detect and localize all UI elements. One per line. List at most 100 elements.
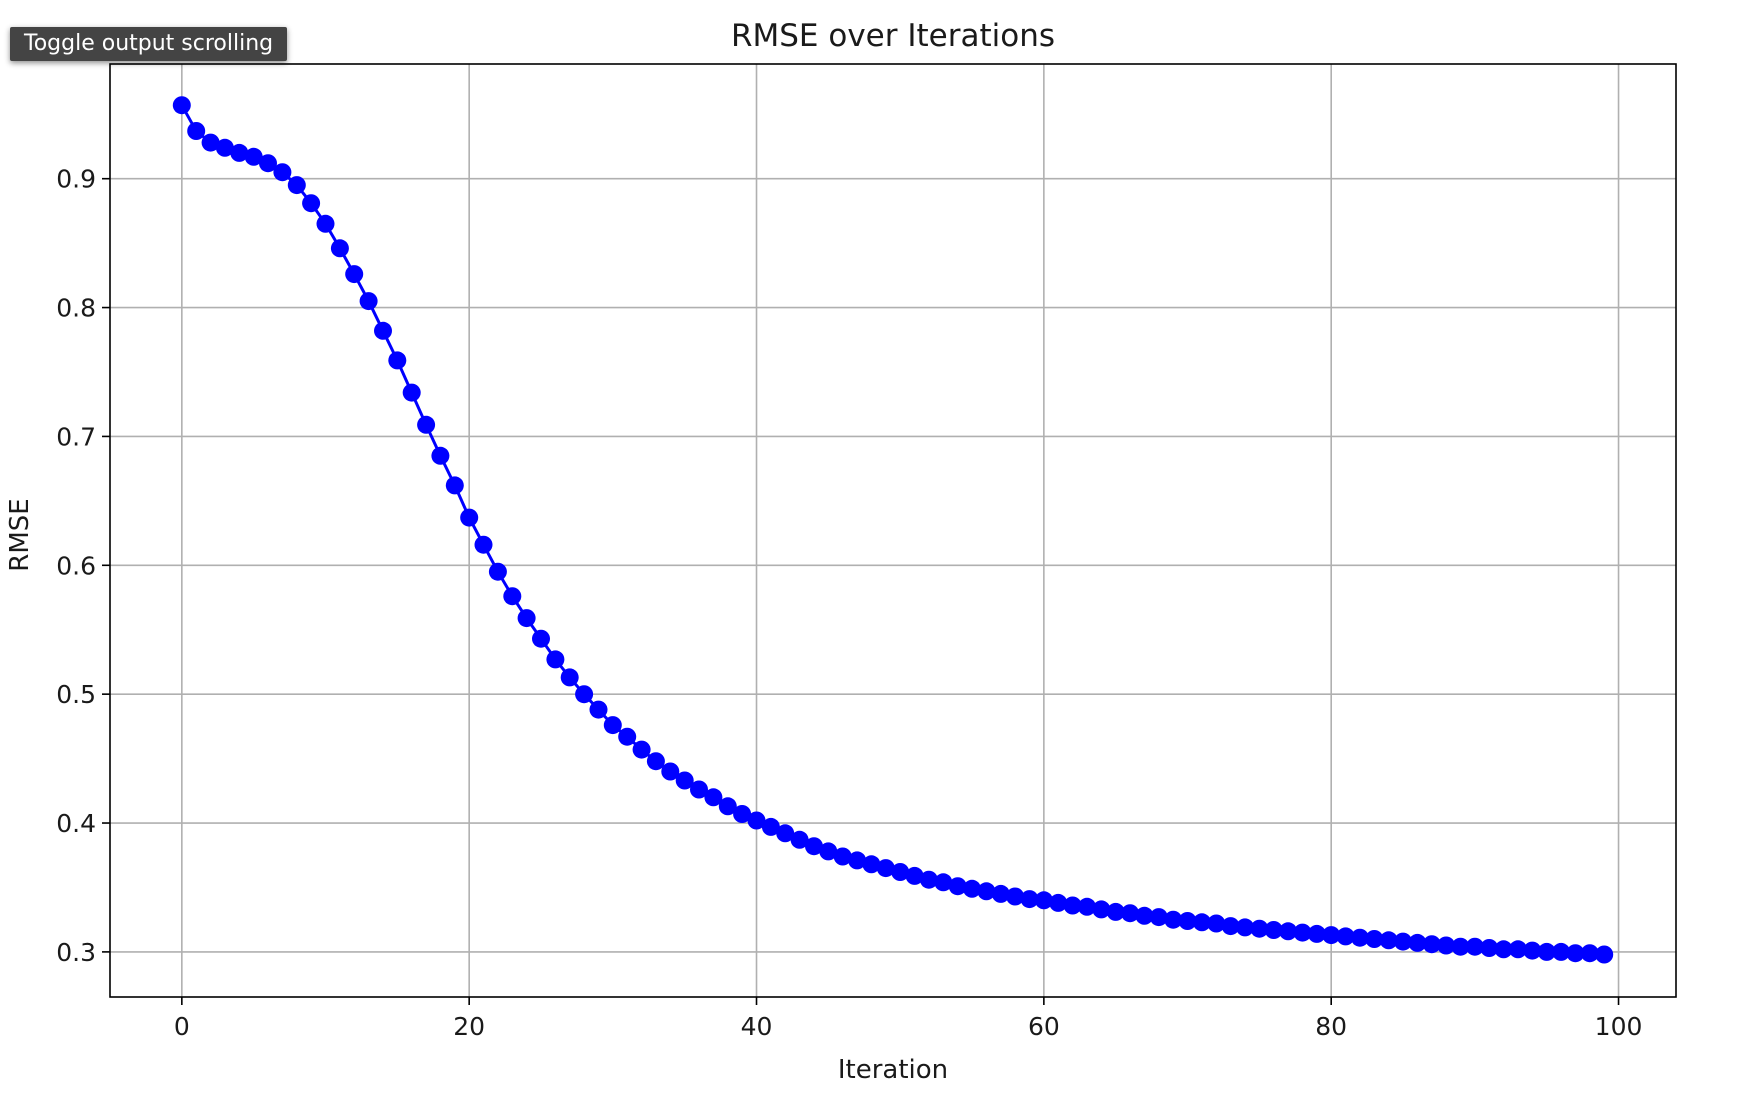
data-point	[1135, 906, 1154, 925]
data-point	[661, 762, 680, 781]
data-point	[417, 415, 436, 434]
data-point	[1509, 940, 1527, 959]
data-point	[1465, 937, 1484, 956]
data-point	[302, 194, 321, 213]
data-point	[546, 650, 565, 669]
data-point	[1523, 941, 1542, 960]
data-point	[259, 154, 277, 173]
data-point	[1422, 935, 1441, 954]
toggle-output-scrolling-tooltip[interactable]: Toggle output scrolling	[10, 27, 288, 61]
data-point	[388, 351, 407, 370]
data-point	[891, 863, 910, 881]
data-point	[1451, 937, 1470, 956]
data-point	[187, 122, 206, 140]
data-point	[1537, 942, 1556, 961]
data-point	[1365, 930, 1384, 948]
y-tick-label: 0.3	[56, 938, 96, 967]
data-point	[1078, 897, 1096, 916]
data-point	[690, 780, 708, 799]
y-tick-label: 0.6	[56, 551, 96, 580]
data-point	[963, 879, 981, 898]
data-point	[1408, 933, 1427, 952]
data-point	[1207, 914, 1226, 933]
data-point	[1595, 945, 1614, 964]
data-point	[790, 830, 809, 849]
data-point	[704, 788, 723, 807]
data-point	[503, 587, 522, 606]
data-point	[244, 147, 263, 166]
data-point	[1121, 904, 1140, 923]
y-tick-label: 0.9	[56, 165, 96, 194]
data-point	[230, 143, 249, 162]
data-point	[345, 265, 364, 284]
data-point	[603, 716, 622, 735]
data-point	[977, 882, 996, 901]
data-point	[560, 668, 579, 687]
data-point	[1279, 922, 1298, 941]
data-point	[201, 133, 220, 152]
data-point	[1063, 896, 1082, 915]
data-point	[1020, 890, 1039, 909]
y-tick-label: 0.8	[56, 294, 96, 323]
data-point	[1049, 893, 1068, 912]
data-point	[1250, 919, 1269, 938]
data-point	[1164, 910, 1183, 929]
data-point	[1106, 902, 1125, 921]
data-point	[733, 805, 752, 823]
series-line	[180, 104, 1605, 956]
gridlines	[110, 64, 1676, 997]
data-point	[1178, 912, 1197, 930]
data-point	[460, 508, 479, 527]
data-point	[1092, 900, 1111, 919]
data-point	[575, 685, 594, 704]
data-point	[848, 851, 867, 870]
data-point	[330, 239, 349, 258]
data-point	[632, 740, 651, 759]
data-point	[1437, 936, 1456, 955]
data-point	[1293, 923, 1312, 942]
data-point	[1034, 891, 1053, 910]
data-point	[1236, 918, 1254, 937]
data-point	[1580, 944, 1599, 963]
data-point	[1480, 939, 1499, 957]
plot-frame	[109, 63, 1677, 998]
data-point	[1149, 908, 1168, 927]
data-point	[1322, 926, 1341, 945]
data-point	[919, 870, 938, 889]
data-point	[805, 837, 823, 856]
data-point	[316, 214, 335, 233]
data-point	[718, 797, 737, 816]
data-point	[675, 771, 694, 790]
chart-title: RMSE over Iterations	[731, 18, 1055, 54]
data-point	[359, 292, 378, 311]
data-point	[488, 562, 507, 581]
data-point	[273, 163, 292, 182]
data-series	[172, 96, 1614, 964]
y-tick-label: 0.7	[56, 422, 96, 451]
x-tick-label: 20	[453, 1012, 485, 1041]
data-point	[905, 866, 924, 885]
data-point	[862, 855, 881, 874]
data-point	[474, 535, 493, 554]
data-point	[1350, 928, 1369, 947]
data-point	[532, 629, 550, 648]
data-point	[172, 96, 191, 115]
data-point	[445, 476, 464, 495]
axis-ticks: 0 20 40 60 80 100 0.3 0.4 0.5 0.6 0.7 0.8 0.9	[56, 165, 1642, 1041]
x-tick-label: 40	[741, 1012, 773, 1041]
data-point	[991, 884, 1010, 903]
x-tick-label: 0	[174, 1012, 190, 1041]
data-point	[1006, 887, 1025, 906]
data-point	[1394, 932, 1412, 951]
data-point	[646, 752, 665, 771]
data-point	[934, 873, 953, 892]
data-point	[1552, 942, 1571, 961]
data-point	[747, 811, 766, 830]
data-point	[776, 824, 795, 843]
data-point	[1379, 931, 1398, 950]
data-point	[215, 138, 234, 157]
data-point	[287, 176, 306, 195]
x-tick-label: 100	[1595, 1012, 1643, 1041]
data-point	[876, 859, 895, 878]
